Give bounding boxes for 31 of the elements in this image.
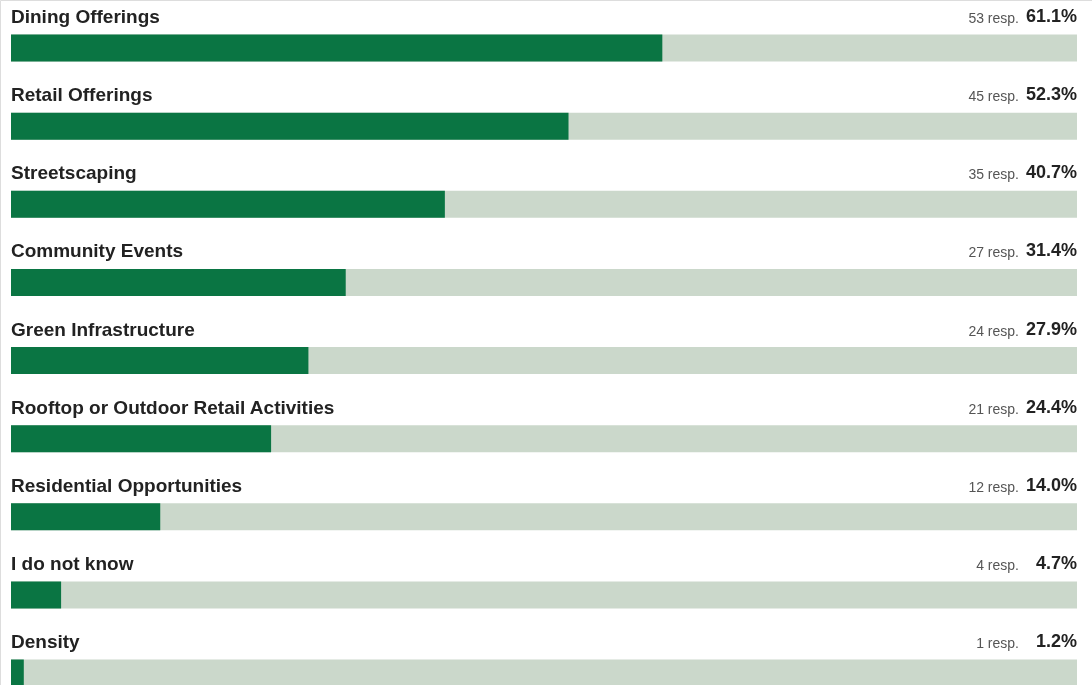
y-tick-label: Residential Opportunities <box>11 474 243 496</box>
annotation: 35 resp. <box>968 166 1019 183</box>
annotation: 45 resp. <box>968 88 1019 105</box>
y-tick-label: Community Events <box>11 240 184 262</box>
data-label: 1.2% <box>1035 631 1077 651</box>
bar <box>11 425 272 453</box>
bar <box>11 659 24 685</box>
annotation: 21 resp. <box>968 400 1019 417</box>
annotation: 12 resp. <box>968 478 1019 495</box>
annotation: 27 resp. <box>968 244 1019 261</box>
data-label: 40.7% <box>1025 162 1077 183</box>
data-label: 24.4% <box>1025 396 1077 417</box>
bar <box>11 503 161 531</box>
data-label: 27.9% <box>1025 318 1077 339</box>
y-tick-label: Rooftop or Outdoor Retail Activities <box>11 396 335 418</box>
annotation: 1 resp. <box>976 635 1019 651</box>
data-label: 61.1% <box>1025 6 1077 26</box>
bar <box>11 581 62 609</box>
y-tick-label: Density <box>11 631 81 652</box>
data-label: 4.7% <box>1035 552 1077 573</box>
data-label: 14.0% <box>1025 474 1077 495</box>
annotation: 4 resp. <box>976 556 1019 573</box>
annotation: 24 resp. <box>968 322 1019 339</box>
y-tick-label: Streetscaping <box>11 162 137 184</box>
y-tick-label: I do not know <box>11 552 134 574</box>
annotation: 53 resp. <box>968 10 1019 26</box>
y-tick-label: Retail Offerings <box>11 84 153 106</box>
data-label: 31.4% <box>1025 240 1077 261</box>
data-label: 52.3% <box>1025 84 1077 105</box>
y-tick-label: Dining Offerings <box>11 6 160 27</box>
y-tick-label: Green Infrastructure <box>11 318 195 340</box>
